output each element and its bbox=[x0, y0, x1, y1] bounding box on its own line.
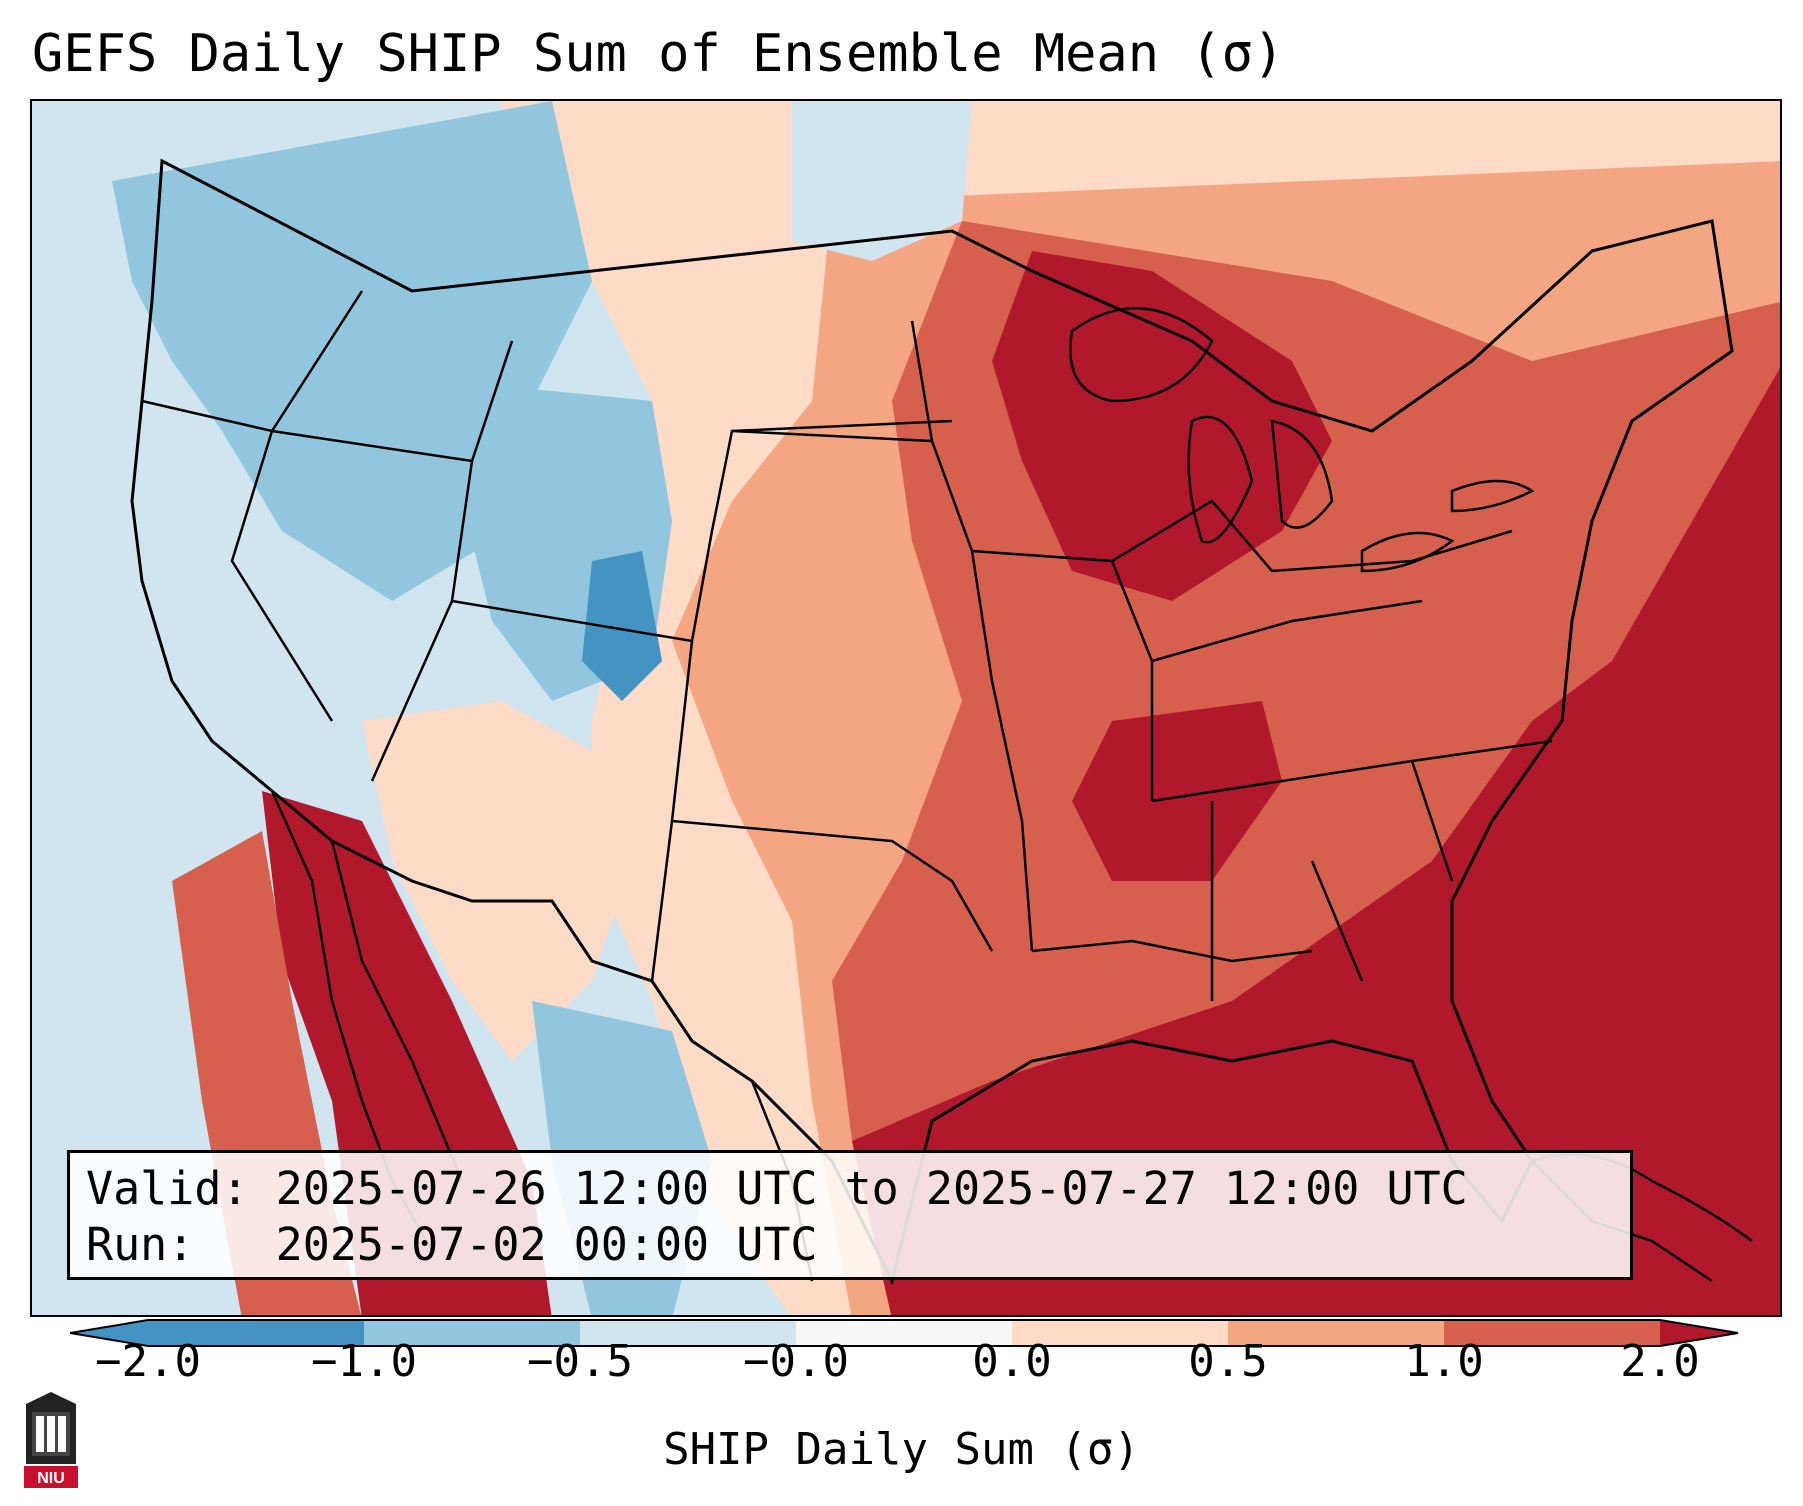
colorbar-extend-high bbox=[1660, 1320, 1738, 1346]
anomaly-map bbox=[32, 101, 1780, 1315]
colorbar-segment-7 bbox=[1444, 1320, 1660, 1346]
mexico-coast bbox=[270, 790, 1713, 1283]
tick-label: 1.0 bbox=[1404, 1336, 1484, 1387]
colorbar-segment-3 bbox=[580, 1320, 796, 1346]
tick-label: 2.0 bbox=[1620, 1336, 1700, 1387]
colorbar-outline bbox=[70, 1319, 1739, 1347]
colorbar-label: SHIP Daily Sum (σ) bbox=[663, 1424, 1140, 1475]
tick-label: −2.0 bbox=[95, 1336, 201, 1387]
map-panel bbox=[30, 99, 1782, 1317]
run-value: 2025-07-02 00:00 UTC bbox=[275, 1218, 818, 1271]
university-seal-icon: NIU bbox=[24, 1392, 78, 1488]
seal-text: NIU bbox=[37, 1470, 65, 1487]
great-lakes-outline bbox=[1069, 307, 1535, 573]
tick-label: −1.0 bbox=[311, 1336, 417, 1387]
valid-row: Valid: 2025-07-26 12:00 UTC to 2025-07-2… bbox=[86, 1161, 1614, 1217]
colorbar-extend-low bbox=[70, 1320, 148, 1346]
tick-label: −0.0 bbox=[743, 1336, 849, 1387]
colorbar-segment-2 bbox=[364, 1320, 580, 1346]
tick-label: 0.0 bbox=[972, 1336, 1052, 1387]
colorbar-segment-6 bbox=[1228, 1320, 1444, 1346]
anomaly-region-southwest-light bbox=[362, 701, 632, 1061]
state-lines bbox=[141, 290, 1553, 1001]
conus-outline bbox=[130, 158, 1734, 1286]
anomaly-region-northern-plains-cool bbox=[792, 101, 972, 261]
colorbar-segment-1 bbox=[148, 1320, 364, 1346]
colorbar-segment-5 bbox=[1012, 1320, 1228, 1346]
colorbar bbox=[70, 1319, 1739, 1347]
anomaly-region-tennessee-max bbox=[1072, 701, 1282, 881]
map-title: GEFS Daily SHIP Sum of Ensemble Mean (σ) bbox=[32, 24, 1285, 84]
tick-label: −0.5 bbox=[527, 1336, 633, 1387]
anomaly-region-colorado-min bbox=[582, 551, 662, 701]
valid-label: Valid: bbox=[86, 1162, 249, 1215]
valid-run-info-box: Valid: 2025-07-26 12:00 UTC to 2025-07-2… bbox=[67, 1150, 1633, 1280]
colorbar-segment-4 bbox=[796, 1320, 1012, 1346]
anomaly-region-southeast-max bbox=[852, 367, 1780, 1315]
run-row: Run: 2025-07-02 00:00 UTC bbox=[86, 1217, 1614, 1273]
valid-value: 2025-07-26 12:00 UTC to 2025-07-27 12:00… bbox=[275, 1162, 1468, 1215]
colorbar-ticks: −2.0 −1.0 −0.5 −0.0 0.0 0.5 1.0 2.0 bbox=[0, 1336, 1803, 1396]
run-label: Run: bbox=[86, 1218, 195, 1271]
anomaly-region-greatlakes-max bbox=[992, 251, 1332, 601]
tick-label: 0.5 bbox=[1188, 1336, 1268, 1387]
